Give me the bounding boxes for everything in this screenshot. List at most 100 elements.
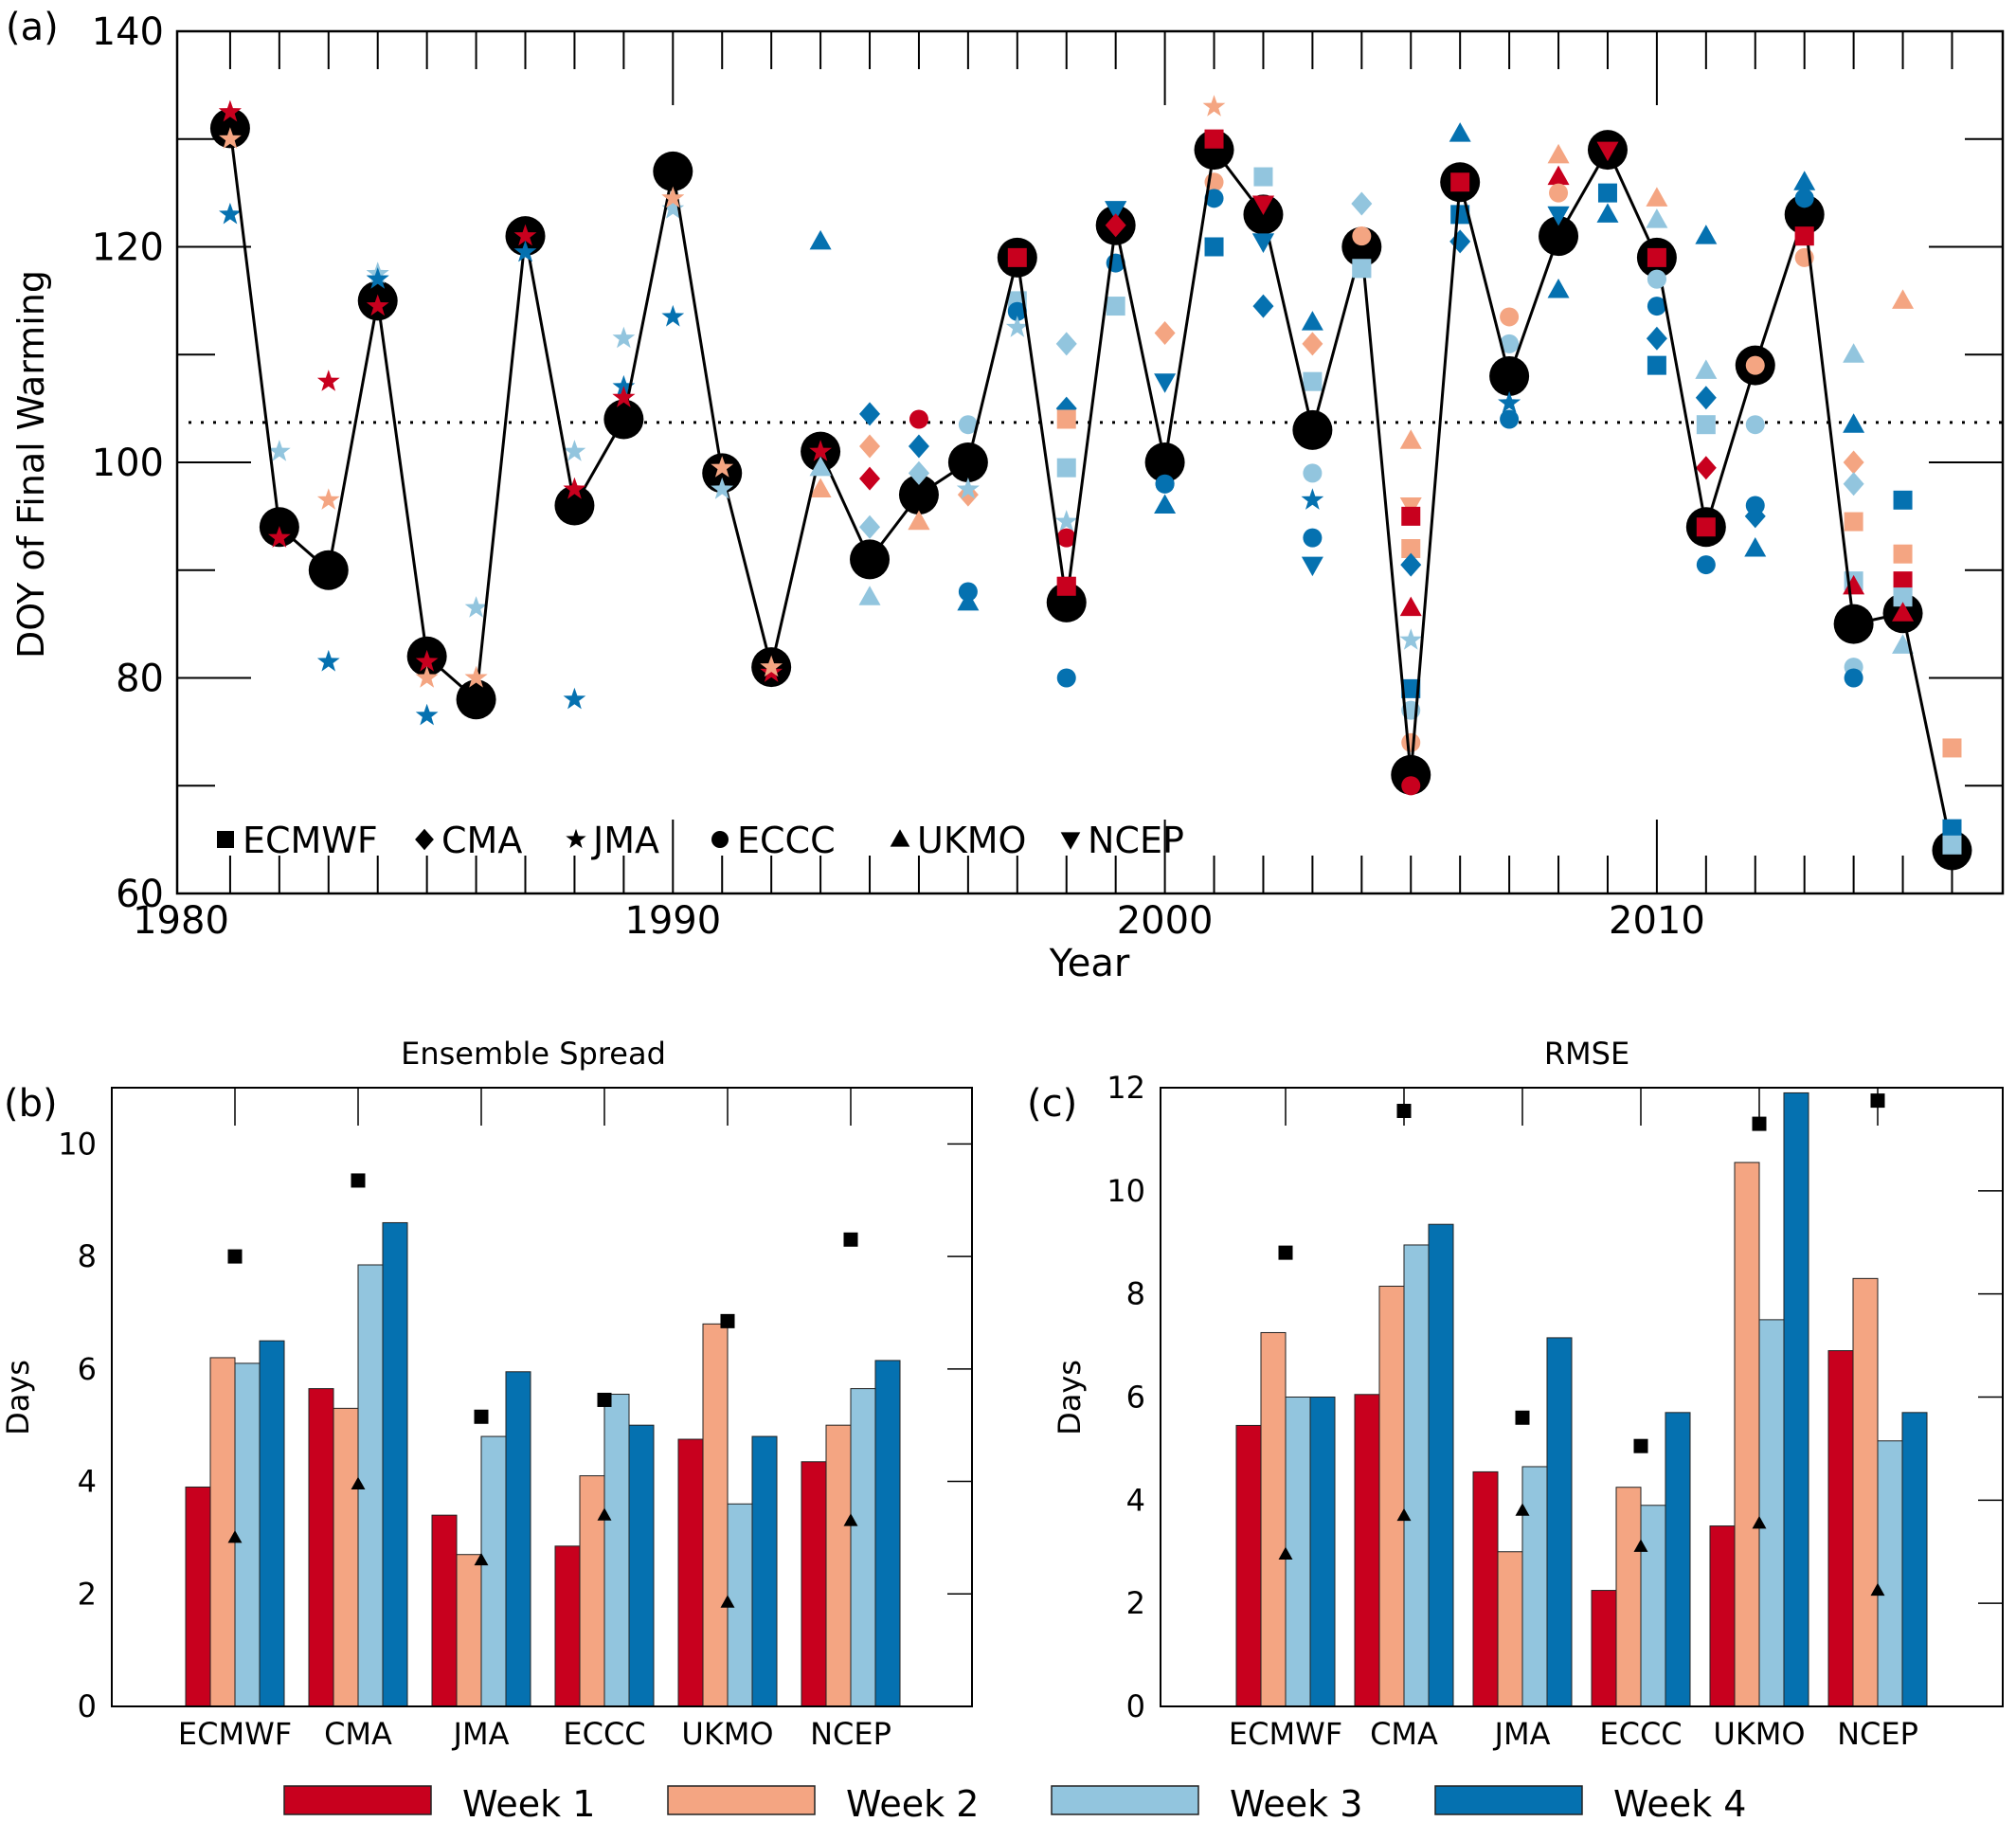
max-marker-ncep-icon bbox=[843, 1232, 858, 1247]
forecast-point-jma-week1 bbox=[513, 224, 537, 246]
forecast-point-ecmwf-week1 bbox=[1696, 517, 1716, 537]
y-tick-label: 12 bbox=[1107, 1070, 1145, 1106]
forecast-point-ukmo-week4 bbox=[1695, 225, 1718, 244]
forecast-point-ecmwf-week4 bbox=[1942, 819, 1962, 839]
min-marker-ecmwf-icon bbox=[227, 1530, 243, 1543]
bar-eccc-week2 bbox=[579, 1475, 605, 1707]
forecast-point-cma-week4 bbox=[859, 402, 881, 426]
reanalysis-point bbox=[1194, 130, 1234, 171]
bar-eccc-week3 bbox=[1640, 1505, 1666, 1707]
forecast-point-eccc-week3 bbox=[958, 415, 978, 435]
forecast-point-cma-week4 bbox=[1744, 504, 1766, 529]
max-marker-ecmwf-icon bbox=[227, 1249, 243, 1264]
forecast-point-jma-week4 bbox=[366, 267, 389, 289]
forecast-point-ncep-week1 bbox=[1596, 141, 1619, 162]
reanalysis-point bbox=[1784, 194, 1825, 235]
panel-c-frame bbox=[1160, 1087, 2004, 1707]
bar-ecmwf-week4 bbox=[259, 1340, 285, 1707]
bar-ukmo-week1 bbox=[1709, 1525, 1736, 1707]
forecast-point-ncep-week4 bbox=[1251, 233, 1274, 253]
reanalysis-point bbox=[850, 539, 891, 580]
forecast-point-cma-week2 bbox=[1302, 332, 1323, 356]
forecast-point-cma-week3 bbox=[1843, 472, 1864, 496]
reanalysis-point bbox=[456, 679, 496, 720]
y-tick-label: 100 bbox=[92, 442, 164, 485]
forecast-point-ecmwf-week3 bbox=[1253, 167, 1273, 187]
forecast-point-eccc-week2 bbox=[1549, 183, 1569, 203]
forecast-point-jma-week2 bbox=[316, 488, 340, 510]
x-tick-label: ECMWF bbox=[1229, 1716, 1342, 1752]
forecast-point-jma-week3 bbox=[268, 440, 291, 461]
panel-a-legend: ECMWF CMA JMA ECCC UKMO NCEP bbox=[217, 820, 1184, 861]
min-marker-jma-icon bbox=[1515, 1503, 1530, 1516]
forecast-point-cma-week1 bbox=[859, 466, 881, 491]
forecast-point-ecmwf-week4 bbox=[1893, 490, 1913, 510]
bar-cma-week4 bbox=[382, 1221, 408, 1707]
bar-ncep-week1 bbox=[1827, 1350, 1854, 1707]
forecast-point-ukmo-week2 bbox=[809, 478, 832, 497]
forecast-point-ukmo-week3 bbox=[1695, 359, 1718, 379]
y-tick-label: 8 bbox=[1126, 1276, 1145, 1312]
reanalysis-point bbox=[898, 475, 939, 515]
y-tick-label: 0 bbox=[78, 1688, 97, 1724]
panel-c-bars: 0 2 4 6 8 10 12 ECMWF CMA JMA ECCC UKMO NCEP bbox=[1107, 1070, 2003, 1752]
x-tick-label: ECCC bbox=[1599, 1716, 1682, 1752]
min-marker-ncep-icon bbox=[1870, 1582, 1885, 1597]
max-marker-jma-icon bbox=[1515, 1410, 1530, 1425]
forecast-point-ecmwf-week1 bbox=[1893, 571, 1913, 591]
forecast-point-cma-week2 bbox=[859, 434, 881, 459]
legend-marker-jma-icon bbox=[566, 828, 586, 849]
forecast-point-jma-week2 bbox=[760, 655, 783, 677]
forecast-point-cma-week4 bbox=[1252, 294, 1274, 318]
bar-cma-week2 bbox=[1378, 1286, 1405, 1707]
forecast-point-jma-week2 bbox=[711, 456, 734, 478]
bar-ecmwf-week2 bbox=[209, 1357, 236, 1707]
forecast-point-ukmo-week3 bbox=[1892, 634, 1915, 654]
forecast-point-jma-week1 bbox=[268, 526, 291, 548]
legend-swatch-week1 bbox=[283, 1785, 432, 1815]
bar-cma-week1 bbox=[1354, 1394, 1380, 1707]
reanalysis-point bbox=[947, 442, 988, 482]
forecast-point-ecmwf-week1 bbox=[1007, 247, 1027, 267]
reanalysis-point bbox=[554, 485, 595, 526]
bar-eccc-week1 bbox=[1591, 1590, 1617, 1707]
forecast-point-eccc-week3 bbox=[1647, 269, 1666, 289]
panel-a-label: (a) bbox=[6, 6, 59, 49]
y-tick-label: 6 bbox=[1126, 1380, 1145, 1416]
forecast-point-eccc-week3 bbox=[1500, 334, 1520, 353]
bar-cma-week1 bbox=[308, 1388, 334, 1707]
y-tick-label: 60 bbox=[116, 873, 164, 916]
reanalysis-point bbox=[1539, 216, 1579, 257]
forecast-point-jma-week1 bbox=[415, 649, 439, 672]
forecast-point-ukmo-week4 bbox=[1301, 311, 1323, 331]
panel-a-reanalysis-line bbox=[228, 128, 1953, 851]
max-marker-jma-icon bbox=[474, 1409, 489, 1424]
forecast-point-jma-week3 bbox=[1054, 510, 1078, 532]
legend-label-eccc: ECCC bbox=[737, 820, 836, 861]
y-tick-label: 8 bbox=[78, 1238, 97, 1274]
forecast-point-ecmwf-week2 bbox=[1942, 738, 1962, 758]
forecast-point-ecmwf-week3 bbox=[1303, 371, 1323, 391]
forecast-point-ecmwf-week4 bbox=[1597, 183, 1617, 203]
forecast-point-ecmwf-week4 bbox=[1204, 237, 1224, 257]
min-marker-ecmwf-icon bbox=[1278, 1546, 1293, 1560]
x-tick-label: CMA bbox=[324, 1716, 392, 1752]
forecast-point-eccc-week1 bbox=[909, 409, 928, 429]
y-tick-label: 0 bbox=[1126, 1688, 1145, 1724]
legend-marker-cma-icon bbox=[415, 828, 434, 851]
x-tick-label: CMA bbox=[1370, 1716, 1438, 1752]
forecast-point-ukmo-week4 bbox=[1596, 203, 1619, 223]
x-tick-label: 1980 bbox=[133, 899, 229, 943]
legend-label-week4: Week 4 bbox=[1613, 1783, 1746, 1822]
forecast-point-eccc-week2 bbox=[1745, 355, 1765, 375]
x-tick-label: UKMO bbox=[681, 1716, 773, 1752]
legend-label-week3: Week 3 bbox=[1230, 1783, 1362, 1822]
panel-a-forecast-points bbox=[219, 95, 1962, 855]
min-marker-eccc-icon bbox=[1633, 1539, 1648, 1552]
reanalysis-point bbox=[1489, 356, 1530, 396]
bar-ecmwf-week3 bbox=[234, 1362, 261, 1707]
forecast-point-ukmo-week2 bbox=[1646, 187, 1668, 207]
forecast-point-jma-week1 bbox=[219, 99, 242, 122]
bar-cma-week2 bbox=[333, 1407, 359, 1707]
